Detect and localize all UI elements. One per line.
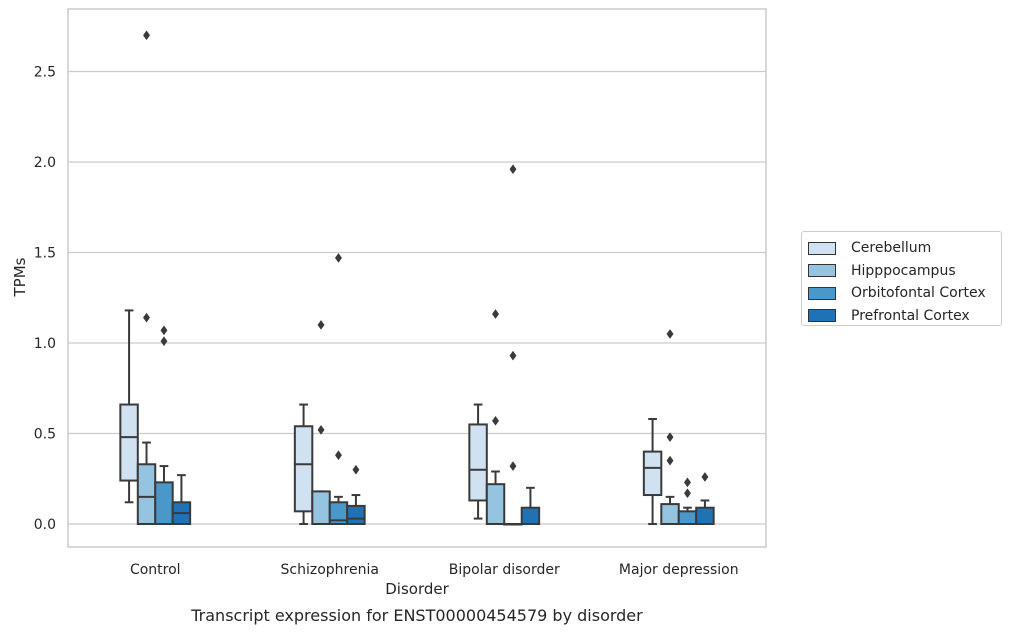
box-cerebellum — [468, 423, 488, 502]
outlier-point — [509, 164, 517, 175]
outlier-point — [683, 477, 691, 488]
y-axis-label: TPMs — [11, 257, 29, 297]
y-tick-label: 0.0 — [34, 517, 56, 533]
outlier-point — [143, 30, 151, 41]
outlier-point — [666, 432, 674, 443]
x-tick-label: Schizophrenia — [281, 562, 379, 578]
x-axis-label: Disorder — [385, 580, 449, 598]
outlier-point — [666, 455, 674, 466]
legend-item-prefrontal-cortex: Prefrontal Cortex — [808, 305, 1001, 328]
legend-swatch-prefrontal-cortex — [808, 309, 836, 323]
outlier-point — [683, 488, 691, 499]
chart-legend: Cerebellum Hipppocampus Orbitofontal Cor… — [801, 231, 1002, 326]
legend-label-cerebellum: Cerebellum — [851, 240, 932, 257]
y-tick-label: 2.5 — [34, 65, 56, 81]
box-cerebellum — [642, 450, 663, 497]
outlier-point — [143, 312, 151, 323]
outlier-point — [317, 319, 325, 330]
x-tick-label: Control — [130, 562, 181, 578]
box-prefrontal-cortex — [520, 506, 541, 525]
outlier-point — [334, 450, 342, 461]
box-hipppocampus — [660, 503, 680, 525]
box-hipppocampus — [485, 483, 506, 525]
outlier-point — [160, 336, 168, 347]
outlier-point — [492, 309, 500, 319]
box-hipppocampus — [311, 490, 331, 526]
box-cerebellum — [119, 403, 139, 482]
legend-label-orbitofrontal-cortex: Orbitofontal Cortex — [851, 285, 986, 302]
outlier-point — [352, 464, 360, 475]
legend-swatch-cerebellum — [808, 241, 836, 255]
y-tick-label: 1.0 — [34, 336, 56, 352]
plot-frame — [67, 8, 767, 548]
outlier-point — [509, 461, 517, 472]
legend-item-hippocampus: Hipppocampus — [808, 260, 1001, 283]
y-tick-label: 0.5 — [34, 427, 56, 443]
outlier-point — [701, 472, 709, 482]
figure-caption: Transcript expression for ENST0000045457… — [191, 606, 643, 625]
y-tick-label: 2.0 — [34, 155, 56, 171]
x-tick-label: Major depression — [619, 562, 739, 578]
outlier-point — [509, 350, 517, 361]
legend-label-prefrontal-cortex: Prefrontal Cortex — [851, 307, 970, 324]
y-tick-label: 1.5 — [34, 246, 56, 262]
legend-item-cerebellum: Cerebellum — [808, 237, 1001, 260]
legend-label-hippocampus: Hipppocampus — [851, 262, 956, 279]
box-hipppocampus — [136, 463, 157, 525]
outlier-point — [334, 252, 342, 263]
legend-swatch-orbitofrontal-cortex — [808, 286, 836, 300]
box-orbitofontal-cortex — [677, 510, 698, 525]
outlier-point — [666, 329, 674, 339]
box-prefrontal-cortex — [695, 506, 715, 525]
box-cerebellum — [293, 425, 314, 513]
outlier-point — [492, 415, 500, 426]
box-orbitofontal-cortex — [154, 481, 174, 525]
legend-item-orbitofrontal-cortex: Orbitofontal Cortex — [808, 282, 1001, 305]
legend-swatch-hippocampus — [808, 264, 836, 278]
outlier-point — [317, 424, 325, 435]
x-tick-label: Bipolar disorder — [449, 562, 560, 578]
outlier-point — [160, 325, 168, 336]
box-prefrontal-cortex — [346, 504, 366, 525]
